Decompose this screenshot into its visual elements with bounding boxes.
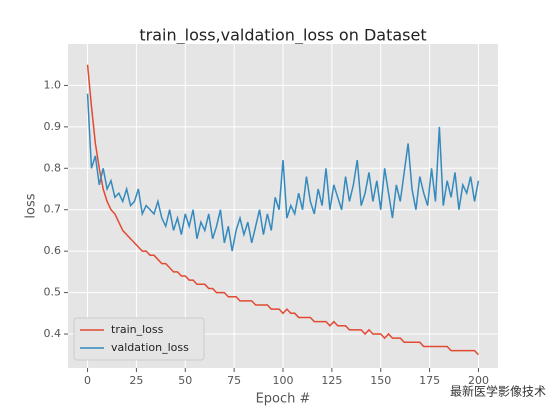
x-tick-label: 100 (273, 374, 294, 387)
x-tick-label: 0 (84, 374, 91, 387)
x-tick-label: 50 (178, 374, 192, 387)
y-tick-label: 1.0 (44, 78, 62, 91)
line-series (86, 93, 480, 252)
y-tick-label: 0.9 (44, 120, 62, 133)
y-tick-label: 0.4 (44, 327, 62, 340)
x-tick-label: 200 (468, 374, 489, 387)
watermark: 最新医学影像技术 (450, 384, 546, 399)
legend-label: valdation_loss (111, 341, 189, 354)
legend: train_loss valdation_loss (73, 317, 205, 361)
y-tick-label: 0.6 (44, 244, 62, 257)
y-tick-label: 0.8 (44, 161, 62, 174)
legend-box (73, 317, 205, 361)
x-tick-label: 125 (321, 374, 342, 387)
x-axis-label: Epoch # (256, 392, 311, 407)
legend-label: train_loss (111, 323, 164, 336)
x-tick-label: 175 (419, 374, 440, 387)
x-tick-label: 150 (370, 374, 391, 387)
y-tick-label: 0.7 (44, 203, 62, 216)
line-series (86, 64, 479, 356)
y-tick-label: 0.5 (44, 286, 62, 299)
x-tick-label: 25 (129, 374, 143, 387)
chart-title: train_loss,valdation_loss on Dataset (139, 26, 426, 46)
x-tick-label: 75 (227, 374, 241, 387)
y-axis-label: loss (24, 193, 39, 218)
